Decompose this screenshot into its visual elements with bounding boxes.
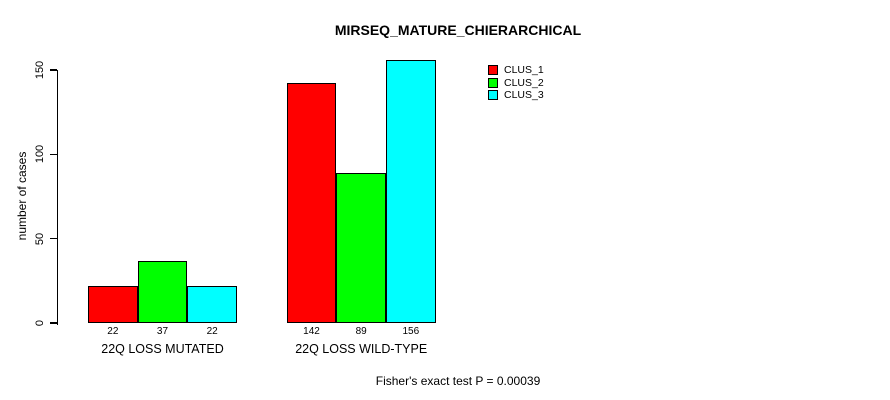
legend-label: CLUS_1 <box>504 64 544 76</box>
y-axis-tick <box>49 69 57 71</box>
footer-note: Fisher's exact test P = 0.00039 <box>375 374 541 388</box>
y-axis-tick-label: 50 <box>34 232 46 245</box>
y-axis-tick <box>49 153 57 156</box>
group-label-22q-loss-wild-type: 22Q LOSS WILD-TYPE <box>295 342 428 356</box>
legend-swatch-clus-3 <box>488 90 498 101</box>
legend-label: CLUS_3 <box>504 89 544 102</box>
y-axis-tick-label: 150 <box>34 60 46 80</box>
bar-clus-1-22q-loss-mutated <box>88 285 138 323</box>
legend-label: CLUS_2 <box>504 76 544 89</box>
legend-swatch-clus-1 <box>488 65 498 75</box>
y-axis-tick <box>49 237 57 240</box>
y-axis-tick <box>49 322 57 324</box>
bar-value-label: 142 <box>303 326 320 337</box>
group-label-22q-loss-mutated: 22Q LOSS MUTATED <box>101 342 224 356</box>
legend-swatch-clus-2 <box>488 77 498 88</box>
chart-title: MIRSEQ_MATURE_CHIERARCHICAL <box>334 22 582 38</box>
bar-value-label: 37 <box>156 326 169 337</box>
y-axis-tick-label: 100 <box>34 145 46 164</box>
bar-clus-2-22q-loss-wild-type <box>336 172 387 323</box>
bar-clus-3-22q-loss-mutated <box>187 285 237 323</box>
bar-value-label: 89 <box>355 326 367 337</box>
bar-clus-3-22q-loss-wild-type <box>386 59 436 323</box>
y-axis-line <box>56 70 58 325</box>
bar-clus-1-22q-loss-wild-type <box>286 83 337 323</box>
bar-value-label: 22 <box>107 326 119 337</box>
y-axis-tick-label: 0 <box>34 319 46 327</box>
bar-value-label: 156 <box>402 326 420 337</box>
bar-value-label: 22 <box>206 326 218 337</box>
bar-clus-2-22q-loss-mutated <box>137 260 188 323</box>
